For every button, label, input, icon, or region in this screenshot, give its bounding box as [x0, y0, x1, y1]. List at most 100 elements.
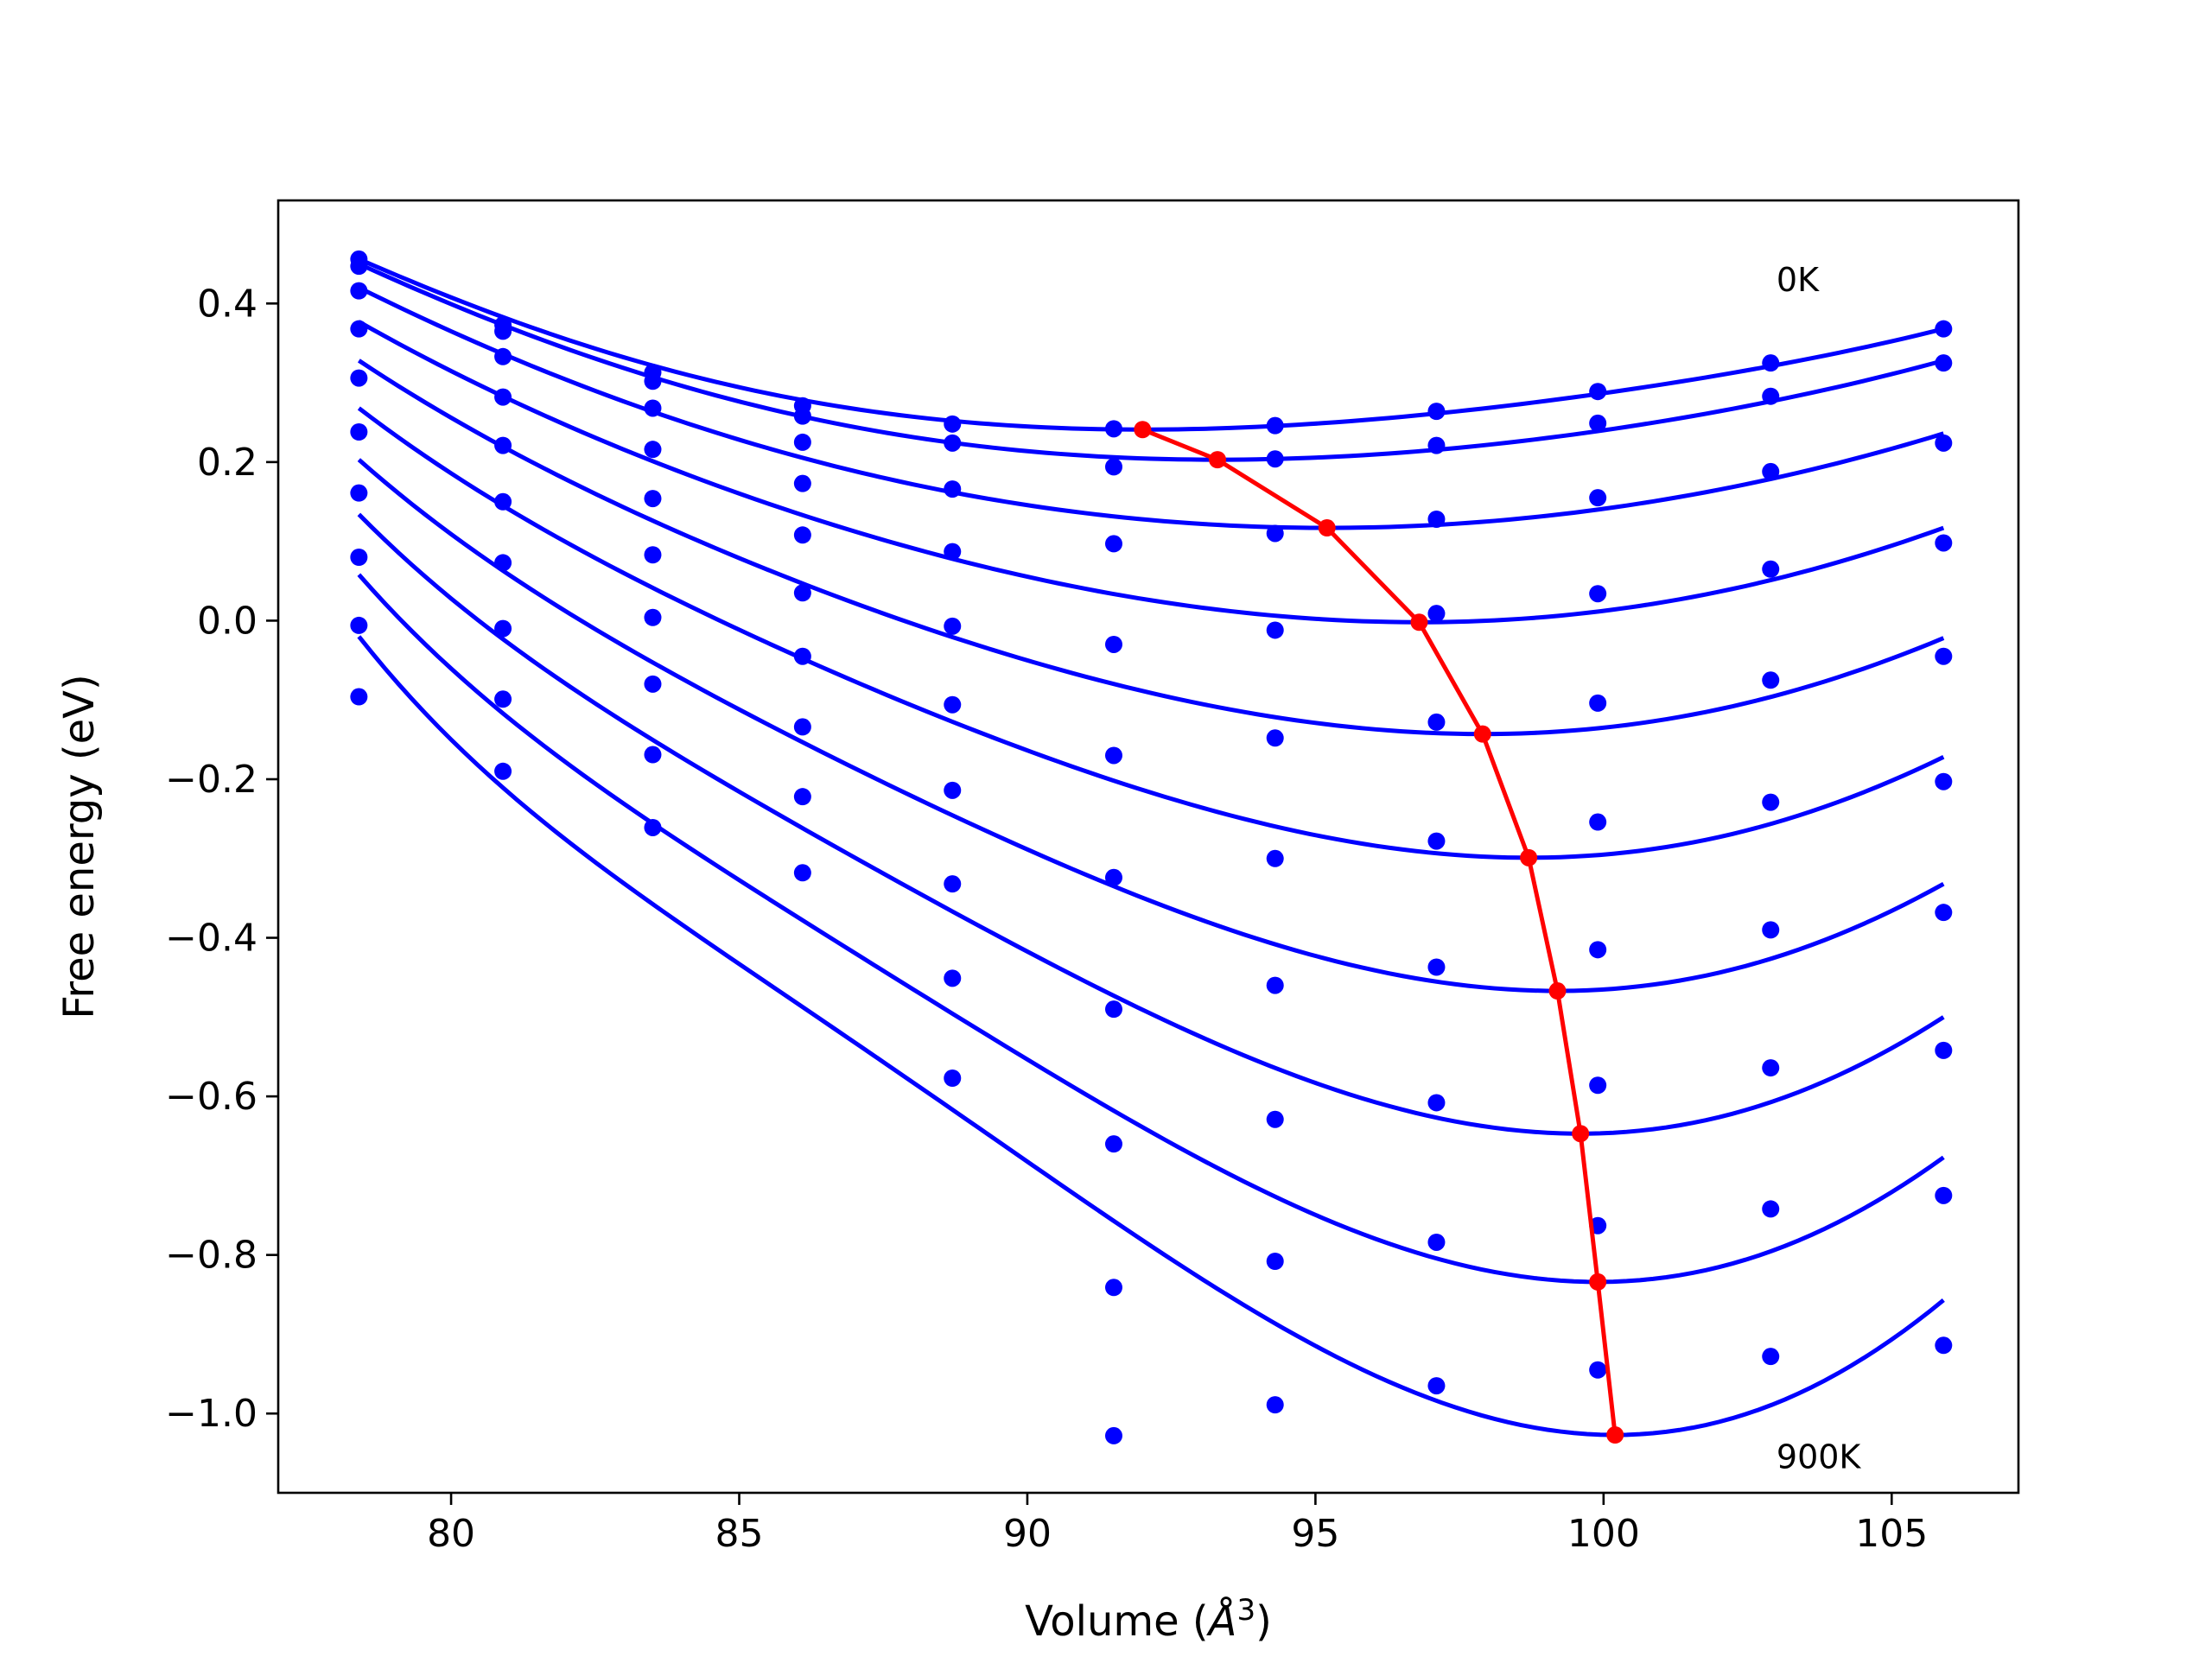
data-point-1-10 [1935, 354, 1953, 372]
data-point-2-4 [944, 480, 962, 498]
minima-line [1141, 427, 1618, 1436]
y-axis-label: Free energy (eV) [55, 674, 104, 1019]
annotation-0k: 0K [1777, 261, 1820, 299]
data-point-7-8 [1589, 1076, 1607, 1095]
data-point-9-0 [350, 688, 368, 706]
y-tick-label-3: −0.2 [165, 758, 257, 802]
data-points [350, 250, 1953, 1444]
annotation-900k: 900K [1777, 1438, 1862, 1476]
x-tick-label-105: 105 [1855, 1512, 1928, 1556]
data-point-3-1 [494, 388, 512, 406]
data-point-6-3 [793, 647, 811, 665]
data-point-7-6 [1266, 1110, 1284, 1128]
data-point-9-2 [644, 818, 662, 836]
y-tick-label-7: −1.0 [165, 1392, 257, 1436]
data-point-5-10 [1935, 772, 1953, 790]
data-point-3-9 [1762, 560, 1780, 578]
data-point-7-1 [494, 619, 512, 638]
y-tick-label-6: −0.8 [165, 1234, 257, 1278]
data-point-3-0 [350, 320, 368, 338]
data-point-6-8 [1589, 941, 1607, 959]
fit-curve-6 [357, 458, 1945, 993]
y-axis-ticks: 0.4 0.2 0.0 −0.2 −0.4 −0.6 −0.8 −1.0 [165, 282, 278, 1436]
minimum-point-3 [1410, 613, 1428, 632]
data-point-2-7 [1427, 510, 1446, 528]
data-point-5-3 [793, 584, 811, 602]
data-point-2-2 [644, 399, 662, 417]
data-point-4-6 [1266, 729, 1284, 747]
x-axis-label-open: ( [1179, 1597, 1209, 1646]
fit-curve-0 [358, 257, 1944, 432]
data-point-2-9 [1762, 462, 1780, 480]
data-point-6-1 [494, 554, 512, 572]
data-point-1-6 [1266, 450, 1284, 468]
data-point-5-1 [494, 492, 512, 511]
data-point-3-2 [644, 441, 662, 459]
data-point-3-3 [793, 474, 811, 492]
data-point-7-10 [1935, 1041, 1953, 1059]
data-point-4-9 [1762, 671, 1780, 689]
fit-curve-1 [358, 262, 1944, 462]
data-point-0-10 [1935, 320, 1953, 338]
data-point-3-4 [944, 543, 962, 561]
data-point-3-6 [1266, 621, 1284, 639]
data-point-2-3 [793, 433, 811, 451]
data-point-8-7 [1427, 1233, 1446, 1251]
data-point-0-5 [1104, 420, 1122, 438]
minimum-point-2 [1318, 519, 1336, 537]
data-point-0-4 [944, 415, 962, 433]
data-point-9-10 [1935, 1336, 1953, 1355]
minimum-point-1 [1209, 451, 1227, 469]
x-axis-label-text: Volume [1025, 1597, 1179, 1646]
data-point-4-7 [1427, 713, 1446, 731]
x-axis-label: Volume (Å3) [1025, 1593, 1272, 1646]
data-point-3-8 [1589, 585, 1607, 603]
data-point-2-0 [350, 282, 368, 300]
data-point-9-5 [1104, 1426, 1122, 1444]
minimum-point-4 [1473, 725, 1491, 743]
data-point-6-9 [1762, 921, 1780, 939]
data-point-2-10 [1935, 434, 1953, 452]
data-point-5-5 [1104, 868, 1122, 886]
data-point-1-5 [1104, 458, 1122, 476]
data-point-8-3 [793, 788, 811, 806]
data-point-6-0 [350, 484, 368, 502]
data-point-8-5 [1104, 1279, 1122, 1297]
data-point-8-10 [1935, 1186, 1953, 1204]
data-point-1-8 [1589, 414, 1607, 432]
fit-curve-5 [357, 406, 1945, 860]
x-tick-label-80: 80 [427, 1512, 475, 1556]
plot-frame [276, 199, 2020, 1495]
data-point-4-1 [494, 436, 512, 454]
x-tick-label-100: 100 [1567, 1512, 1640, 1556]
data-point-1-4 [944, 434, 962, 452]
data-point-9-9 [1762, 1348, 1780, 1366]
data-point-8-4 [944, 969, 962, 987]
data-point-5-8 [1589, 813, 1607, 831]
fit-curve-4 [357, 359, 1945, 737]
data-point-1-9 [1762, 387, 1780, 405]
x-axis-label-unit-exponent: 3 [1236, 1593, 1255, 1628]
data-point-6-4 [944, 781, 962, 799]
minimum-point-5 [1520, 848, 1538, 866]
data-point-5-9 [1762, 793, 1780, 811]
data-point-9-6 [1266, 1396, 1284, 1414]
data-point-6-7 [1427, 958, 1446, 976]
data-point-4-5 [1104, 746, 1122, 765]
data-point-9-8 [1589, 1361, 1607, 1379]
fit-curves [357, 257, 1945, 1438]
minimum-point-0 [1134, 421, 1152, 439]
data-point-6-2 [644, 608, 662, 626]
data-point-8-9 [1762, 1200, 1780, 1218]
data-point-7-9 [1762, 1059, 1780, 1077]
x-axis-label-close: ) [1255, 1597, 1272, 1646]
y-tick-label-5: −0.6 [165, 1075, 257, 1119]
x-tick-label-90: 90 [1003, 1512, 1052, 1556]
minimum-point-9 [1606, 1426, 1624, 1444]
data-point-5-0 [350, 422, 368, 441]
data-point-7-2 [644, 675, 662, 693]
data-point-6-10 [1935, 904, 1953, 922]
data-point-4-10 [1935, 647, 1953, 665]
data-point-3-10 [1935, 534, 1953, 552]
